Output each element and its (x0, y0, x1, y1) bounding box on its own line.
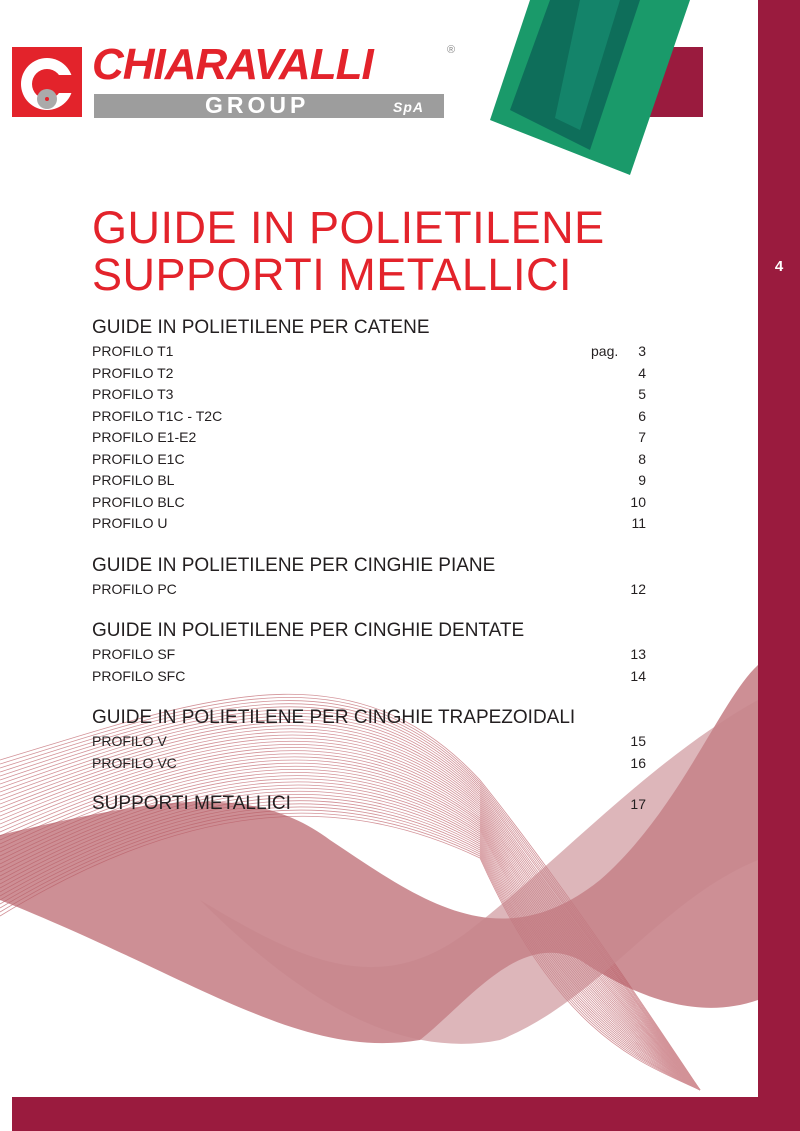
page-title-line2: SUPPORTI METALLICI (92, 249, 572, 300)
toc-item[interactable]: PROFILO SF (92, 646, 176, 662)
toc-item-page: 15 (630, 733, 646, 749)
toc-item[interactable]: PROFILO T2 (92, 364, 174, 381)
logo-mark (12, 47, 82, 117)
toc-item-page: 13 (630, 646, 646, 662)
bottom-band (12, 1097, 758, 1131)
toc-item[interactable]: PROFILO T3 (92, 386, 174, 402)
sidebar-band (758, 0, 800, 1131)
toc-item-page: 12 (630, 581, 646, 597)
logo-registered: ® (447, 44, 456, 56)
toc-item-page: 9 (638, 472, 646, 488)
toc-section-heading[interactable]: GUIDE IN POLIETILENE PER CINGHIE PIANE (92, 555, 496, 576)
toc-item-page: 3 (638, 343, 646, 359)
toc-item[interactable]: PROFILO BLC (92, 493, 185, 510)
logo-spa: SpA (393, 99, 424, 115)
toc-item[interactable]: PROFILO E1C (92, 450, 185, 467)
toc-item-page: 10 (630, 493, 646, 510)
toc-item[interactable]: PROFILO T1 (92, 343, 174, 359)
toc-item-page: 16 (630, 754, 646, 771)
logo-group: GROUP (205, 92, 310, 118)
toc-section-heading[interactable]: GUIDE IN POLIETILENE PER CINGHIE DENTATE (92, 620, 525, 641)
toc-item[interactable]: PROFILO T1C - T2C (92, 407, 223, 424)
toc-item[interactable]: PROFILO SFC (92, 667, 186, 684)
logo-bar (94, 94, 444, 118)
toc-item-page: 5 (638, 386, 646, 402)
toc-item[interactable]: PROFILO PC (92, 581, 177, 597)
page-number: 4 (774, 258, 784, 275)
toc-item[interactable]: PROFILO U (92, 515, 168, 531)
toc-item-page: 11 (631, 515, 646, 531)
toc-item-page: 6 (638, 407, 646, 424)
page-label: pag. (591, 343, 619, 359)
toc-item[interactable]: PROFILO BL (92, 472, 175, 488)
toc-section-heading[interactable]: GUIDE IN POLIETILENE PER CATENE (92, 317, 430, 338)
toc-section-heading[interactable]: GUIDE IN POLIETILENE PER CINGHIE TRAPEZO… (92, 707, 576, 728)
toc-section-heading[interactable]: SUPPORTI METALLICI (92, 793, 291, 814)
toc-item-page: 14 (630, 667, 646, 684)
toc-item-page: 4 (638, 364, 646, 381)
toc-section-page: 17 (630, 796, 646, 812)
toc-item-page: 7 (638, 429, 646, 445)
toc-item[interactable]: PROFILO V (92, 733, 167, 749)
toc-item-page: 8 (638, 450, 646, 467)
polyethylene-guide-product-image (490, 0, 690, 175)
logo-name: CHIARAVALLI (92, 40, 374, 89)
toc-item[interactable]: PROFILO VC (92, 754, 177, 771)
page-title-line1: GUIDE IN POLIETILENE (92, 202, 605, 253)
toc-item[interactable]: PROFILO E1-E2 (92, 429, 197, 445)
